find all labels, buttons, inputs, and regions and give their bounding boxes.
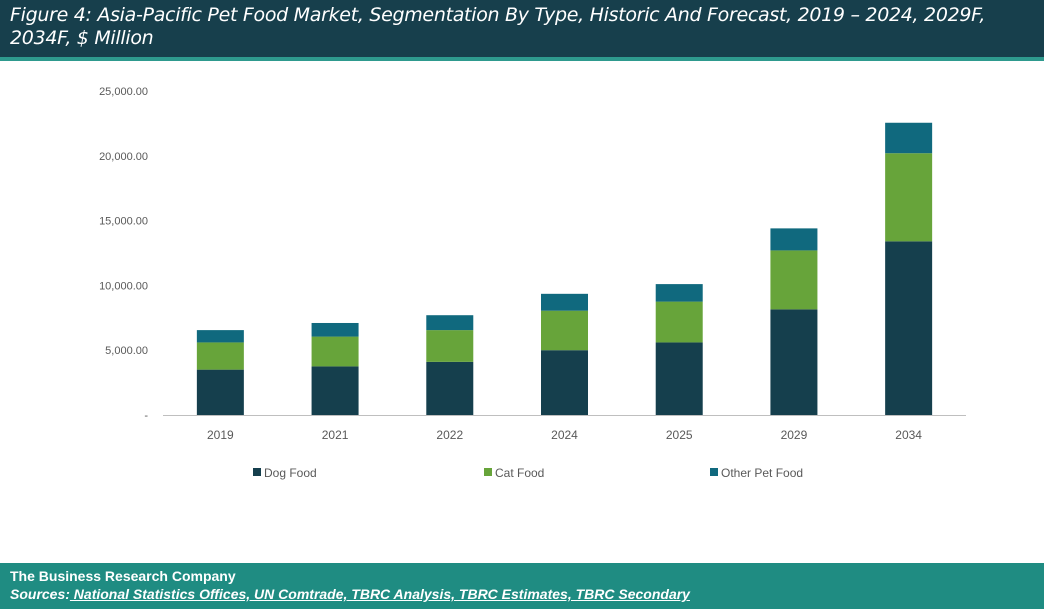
chart-title: Figure 4: Asia-Pacific Pet Food Market, … [10, 4, 986, 49]
bar-other-pet-food-2029 [770, 228, 818, 251]
x-tick-label: 2024 [551, 428, 578, 442]
bar-cat-food-2019 [196, 342, 244, 370]
title-accent-line [0, 57, 1044, 61]
bar-dog-food-2034 [885, 241, 933, 415]
sources-list: National Statistics Offices, UN Comtrade… [69, 586, 690, 602]
bar-other-pet-food-2022 [426, 315, 474, 331]
legend-label-dog-food: Dog Food [264, 466, 317, 480]
bar-dog-food-2024 [541, 350, 588, 415]
x-tick-label: 2025 [666, 428, 693, 442]
bars [196, 122, 933, 415]
legend: Dog Food Cat Food Other Pet Food [253, 466, 803, 480]
sources-label: Sources: [10, 586, 70, 602]
footer-sources: Sources: National Statistics Offices, UN… [10, 585, 1034, 604]
bar-other-pet-food-2034 [885, 122, 933, 154]
footer-company: The Business Research Company [10, 568, 236, 584]
legend-label-cat-food: Cat Food [495, 466, 544, 480]
bar-cat-food-2022 [426, 330, 474, 362]
footer: The Business Research Company Sources: N… [0, 563, 1044, 609]
bar-cat-food-2021 [311, 336, 359, 367]
bar-dog-food-2029 [770, 309, 818, 415]
y-tick-label: 25,000.00 [99, 86, 148, 98]
y-tick-label: 20,000.00 [99, 151, 148, 163]
bar-cat-food-2025 [655, 301, 703, 343]
bar-dog-food-2022 [426, 361, 474, 415]
x-axis-ticks: 2019 2021 2022 2024 2025 2029 2034 [207, 428, 922, 442]
x-tick-label: 2034 [895, 428, 922, 442]
title-bar: Figure 4: Asia-Pacific Pet Food Market, … [0, 0, 1044, 57]
bar-cat-food-2029 [770, 250, 818, 310]
bar-cat-food-2034 [885, 153, 933, 242]
bar-other-pet-food-2025 [655, 284, 703, 302]
x-tick-label: 2022 [436, 428, 463, 442]
y-tick-label: 5,000.00 [105, 345, 148, 357]
x-tick-label: 2029 [781, 428, 808, 442]
x-tick-label: 2021 [322, 428, 349, 442]
x-tick-label: 2019 [207, 428, 234, 442]
y-tick-label: - [144, 410, 148, 422]
bar-other-pet-food-2019 [196, 330, 244, 343]
legend-swatch-cat-food [484, 468, 492, 476]
y-axis-ticks: - 5,000.00 10,000.00 15,000.00 20,000.00 25,0… [99, 86, 148, 422]
bar-dog-food-2021 [311, 366, 359, 415]
legend-swatch-dog-food [253, 468, 261, 476]
y-tick-label: 10,000.00 [99, 280, 148, 292]
bar-dog-food-2019 [196, 369, 244, 415]
bar-dog-food-2025 [655, 342, 703, 415]
bar-other-pet-food-2021 [311, 322, 359, 337]
bar-cat-food-2024 [541, 310, 588, 351]
legend-label-other-pet-food: Other Pet Food [721, 466, 803, 480]
chart: - 5,000.00 10,000.00 15,000.00 20,000.00 25,0… [99, 86, 966, 480]
y-tick-label: 15,000.00 [99, 216, 148, 228]
bar-other-pet-food-2024 [541, 293, 588, 311]
legend-swatch-other-pet-food [710, 468, 718, 476]
